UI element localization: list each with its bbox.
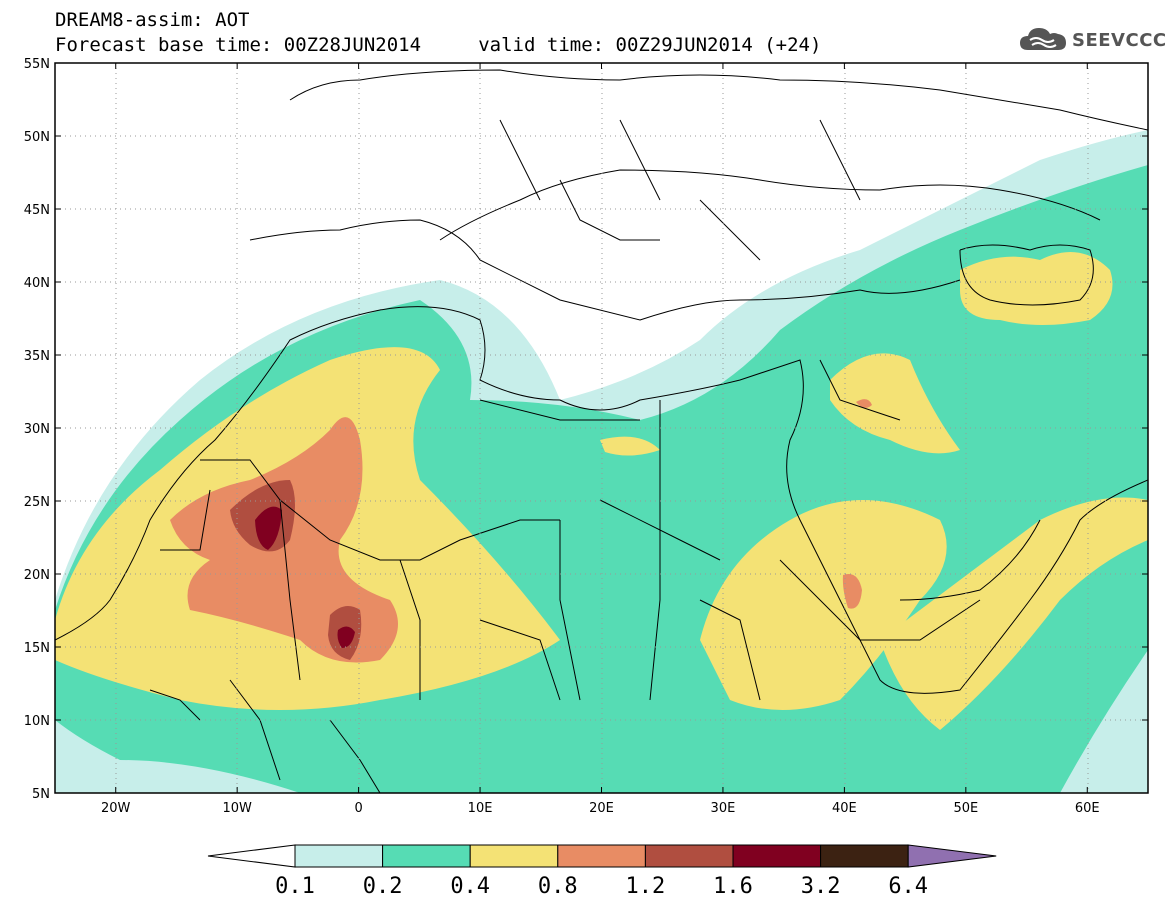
coastlines	[55, 69, 1148, 793]
colorbar-segment	[644, 844, 734, 868]
colorbar-segment	[294, 844, 384, 868]
logo-text: SEEVCCC	[1072, 30, 1165, 51]
lat-label: 5N	[32, 787, 50, 802]
colorbar-segment	[469, 844, 559, 868]
colorbar-segment	[382, 844, 471, 868]
lon-label: 10E	[468, 801, 493, 816]
lon-label: 20E	[589, 801, 614, 816]
lon-label: 10W	[222, 801, 252, 816]
lat-label: 10N	[24, 714, 50, 729]
colorbar-label: 0.4	[450, 874, 490, 899]
colorbar-label: 0.8	[538, 874, 578, 899]
colorbar-min-arrow	[207, 844, 296, 868]
lon-label: 40E	[832, 801, 857, 816]
lat-label: 50N	[24, 130, 50, 145]
colorbar-max-arrow	[907, 844, 997, 868]
lon-label: 60E	[1075, 801, 1100, 816]
logo: SEEVCCC	[1018, 24, 1165, 56]
title-line-1: DREAM8-assim: AOT	[55, 9, 250, 31]
lon-label: 20W	[101, 801, 131, 816]
colorbar: 0.1 0.2 0.4 0.8 1.2 1.6 3.2 6.4	[207, 844, 997, 899]
lon-label: 50E	[953, 801, 978, 816]
title-line-2: Forecast base time: 00Z28JUN2014 valid t…	[55, 34, 822, 56]
graticule	[55, 63, 1148, 793]
lat-label: 20N	[24, 568, 50, 583]
lat-label: 40N	[24, 276, 50, 291]
lat-label: 30N	[24, 422, 50, 437]
lon-axis: 20W 10W 0 10E 20E 30E 40E 50E 60E	[101, 63, 1100, 816]
cloud-icon	[1020, 28, 1066, 50]
lat-label: 35N	[24, 349, 50, 364]
lon-label: 0	[354, 801, 362, 816]
colorbar-segment	[820, 844, 909, 868]
colorbar-label: 1.2	[626, 874, 666, 899]
colorbar-label: 1.6	[713, 874, 753, 899]
lat-label: 25N	[24, 495, 50, 510]
lat-label: 55N	[24, 57, 50, 72]
colorbar-segment	[732, 844, 822, 868]
colorbar-label: 3.2	[801, 874, 841, 899]
lat-axis: 55N 50N 45N 40N 35N 30N 25N 20N 15N 10N 5N	[24, 57, 1148, 802]
colorbar-segment	[557, 844, 646, 868]
lon-label: 30E	[711, 801, 736, 816]
lat-label: 45N	[24, 203, 50, 218]
colorbar-label: 6.4	[888, 874, 928, 899]
lat-label: 15N	[24, 641, 50, 656]
colorbar-label: 0.2	[363, 874, 403, 899]
colorbar-label: 0.1	[275, 874, 315, 899]
